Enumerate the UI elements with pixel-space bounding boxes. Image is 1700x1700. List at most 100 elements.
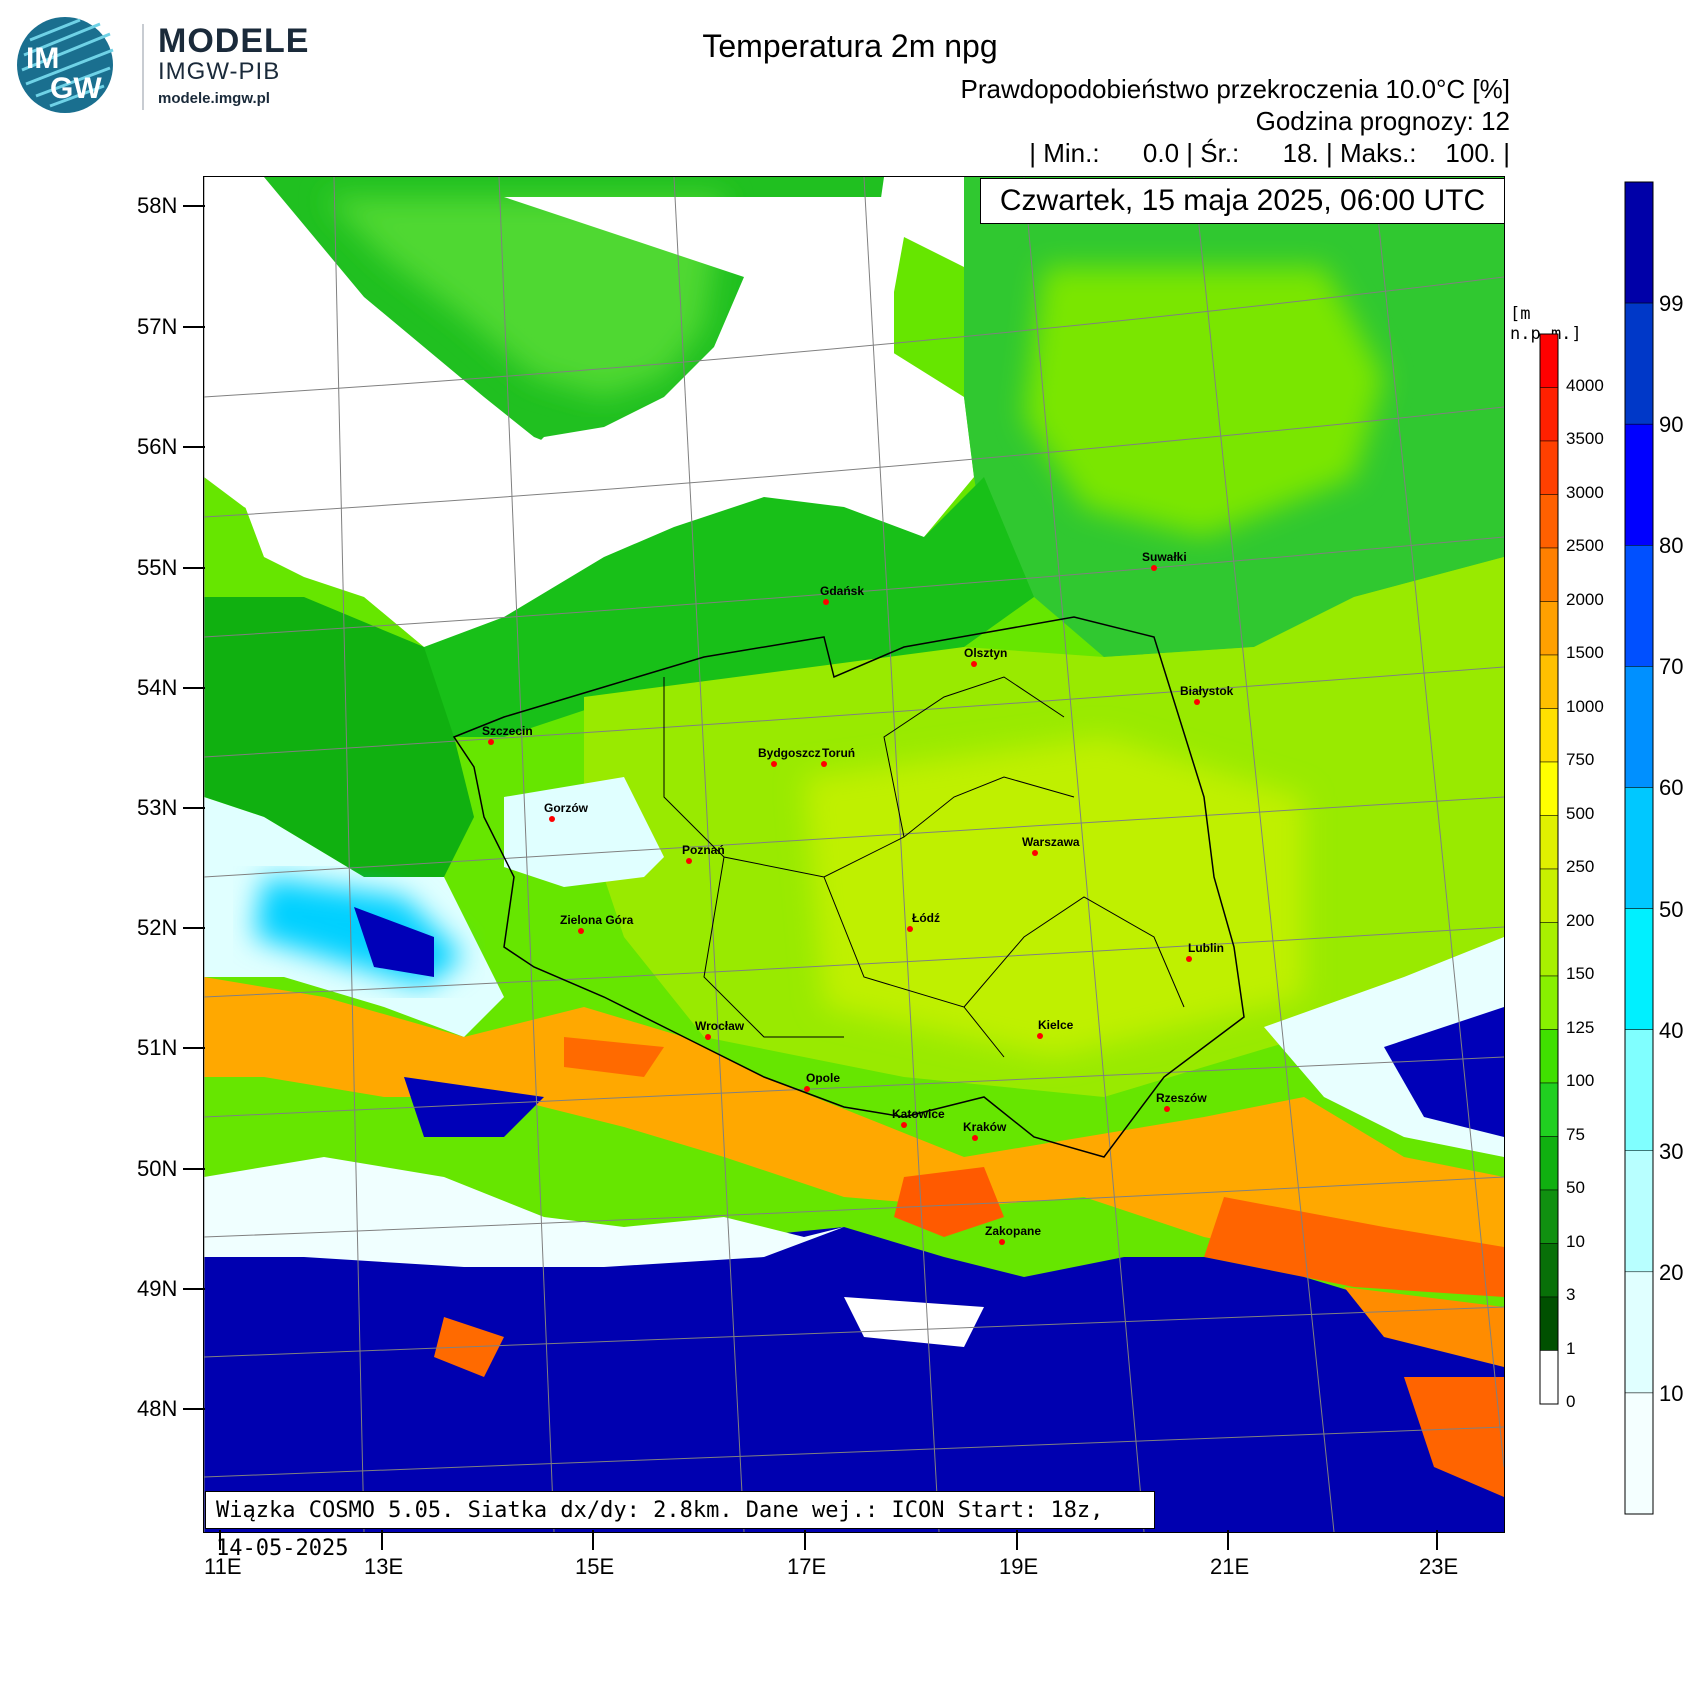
elevation-swatch bbox=[1539, 1136, 1559, 1191]
city-dot-gorzow bbox=[549, 816, 555, 822]
city-dot-gdansk bbox=[823, 599, 829, 605]
city-label-poznan: Poznań bbox=[682, 843, 725, 857]
city-label-bialystok: Białystok bbox=[1180, 684, 1234, 698]
svg-text:IM: IM bbox=[26, 42, 59, 75]
city-label-szczecin: Szczecin bbox=[482, 724, 533, 738]
city-label-lublin: Lublin bbox=[1188, 941, 1224, 955]
city-markers: Suwałki Gdańsk Olsztyn Białystok Szczeci… bbox=[482, 550, 1234, 1245]
probability-swatch bbox=[1624, 1029, 1654, 1151]
city-dot-suwalki bbox=[1151, 565, 1157, 571]
probability-label: 20 bbox=[1659, 1259, 1684, 1285]
elevation-swatch bbox=[1539, 333, 1559, 388]
elevation-label: 100 bbox=[1566, 1071, 1595, 1090]
map-title: Temperatura 2m npg bbox=[702, 28, 998, 64]
elevation-swatch bbox=[1539, 1029, 1559, 1084]
elevation-swatch bbox=[1539, 761, 1559, 816]
city-label-lodz: Łódź bbox=[912, 911, 940, 925]
elevation-swatch bbox=[1539, 868, 1559, 923]
elevation-swatch bbox=[1539, 922, 1559, 977]
city-label-gdansk: Gdańsk bbox=[820, 584, 864, 598]
elevation-label: 0 bbox=[1566, 1392, 1576, 1411]
elevation-legend: [m n.p.m.] 40003500300025002000150010007… bbox=[1500, 300, 1604, 1420]
city-dot-lublin bbox=[1186, 956, 1192, 962]
elevation-color-bar bbox=[1539, 333, 1559, 1405]
probability-swatch bbox=[1624, 787, 1654, 909]
probability-swatch bbox=[1624, 181, 1654, 304]
lat-label: 54N bbox=[137, 675, 178, 700]
elevation-label: 125 bbox=[1566, 1017, 1595, 1037]
elevation-swatch bbox=[1539, 708, 1559, 763]
elevation-swatch bbox=[1539, 654, 1559, 709]
city-dot-kielce bbox=[1037, 1033, 1043, 1039]
city-label-bydgoszcz: Bydgoszcz bbox=[758, 746, 821, 760]
probability-swatch bbox=[1624, 1150, 1654, 1273]
city-dot-opole bbox=[804, 1086, 810, 1092]
elevation-swatch bbox=[1539, 1243, 1559, 1298]
elevation-label: 1 bbox=[1566, 1338, 1576, 1358]
map-subtitle: Prawdopodobieństwo przekroczenia 10.0°C … bbox=[960, 74, 1510, 104]
elevation-swatch bbox=[1539, 815, 1559, 870]
elevation-label: 200 bbox=[1566, 910, 1595, 930]
lat-label: 57N bbox=[137, 314, 178, 339]
imgw-badge-icon: IM GW bbox=[17, 17, 114, 113]
city-label-warszawa: Warszawa bbox=[1022, 835, 1080, 849]
elevation-swatch bbox=[1539, 1189, 1559, 1244]
elevation-label: 3 bbox=[1566, 1285, 1576, 1304]
city-dot-olsztyn bbox=[971, 661, 977, 667]
city-label-gorzow: Gorzów bbox=[544, 801, 589, 815]
elevation-label: 3500 bbox=[1566, 429, 1604, 448]
city-label-krakow: Kraków bbox=[963, 1120, 1007, 1134]
city-label-torun: Toruń bbox=[822, 746, 855, 760]
elevation-bar-frame bbox=[1539, 333, 1559, 1405]
city-label-olsztyn: Olsztyn bbox=[964, 646, 1007, 660]
elevation-label: 1500 bbox=[1566, 643, 1604, 662]
elevation-swatch bbox=[1539, 1082, 1559, 1137]
probability-legend: 99 90 80 70 60 50 40 30 20 10 bbox=[1615, 180, 1700, 1520]
latitude-axis: 58N 57N 56N 55N 54N 53N 52N 51N 50N 49N … bbox=[0, 0, 205, 1520]
lat-label: 49N bbox=[137, 1276, 178, 1301]
city-dot-krakow bbox=[972, 1135, 978, 1141]
city-label-suwalki: Suwałki bbox=[1142, 550, 1187, 564]
lon-label: 11E bbox=[204, 1554, 242, 1579]
city-label-wroclaw: Wrocław bbox=[695, 1019, 745, 1033]
elevation-swatch bbox=[1539, 387, 1559, 442]
elevation-swatch bbox=[1539, 1296, 1559, 1351]
lat-label: 53N bbox=[137, 795, 178, 820]
city-label-opole: Opole bbox=[806, 1071, 840, 1085]
lat-label: 51N bbox=[137, 1035, 178, 1060]
lon-label: 19E bbox=[999, 1554, 1039, 1579]
lat-label: 48N bbox=[137, 1396, 178, 1421]
city-label-katowice: Katowice bbox=[892, 1107, 945, 1121]
probability-swatch bbox=[1624, 302, 1654, 425]
city-dot-katowice bbox=[901, 1122, 907, 1128]
elevation-label: 3000 bbox=[1566, 482, 1604, 502]
elevation-swatch bbox=[1539, 440, 1559, 495]
lon-label: 13E bbox=[364, 1554, 404, 1579]
model-source-note: Wiązka COSMO 5.05. Siatka dx/dy: 2.8km. … bbox=[205, 1491, 1155, 1561]
probability-swatch bbox=[1624, 545, 1654, 667]
forecast-date: Czwartek, 15 maja 2025, 06:00 UTC bbox=[980, 178, 1505, 224]
probability-color-bar bbox=[1624, 181, 1654, 1515]
lat-label: 58N bbox=[137, 193, 178, 218]
city-dot-zakopane bbox=[999, 1239, 1005, 1245]
imgw-logo: IM GW MODELE IMGW-PIB modele.imgw.pl bbox=[10, 10, 310, 115]
city-dot-bydgoszcz bbox=[771, 761, 777, 767]
probability-bar-frame bbox=[1624, 181, 1654, 1515]
probability-label: 60 bbox=[1659, 775, 1684, 801]
map-canvas: Suwałki Gdańsk Olsztyn Białystok Szczeci… bbox=[204, 177, 1504, 1532]
lon-label: 17E bbox=[787, 1554, 827, 1579]
probability-swatch bbox=[1624, 1271, 1654, 1394]
probability-label: 30 bbox=[1659, 1138, 1684, 1164]
elevation-label: 1000 bbox=[1566, 696, 1604, 716]
lon-label: 15E bbox=[575, 1554, 615, 1579]
forecast-map: Suwałki Gdańsk Olsztyn Białystok Szczeci… bbox=[203, 176, 1505, 1533]
elevation-swatch bbox=[1539, 494, 1559, 549]
lat-label: 52N bbox=[137, 915, 178, 940]
stats-line: | Min.: 0.0 | Śr.: 18. | Maks.: 100. | bbox=[1029, 138, 1510, 168]
lat-label: 55N bbox=[137, 555, 178, 580]
probability-label: 80 bbox=[1659, 533, 1684, 559]
lat-label: 56N bbox=[137, 434, 178, 459]
elevation-label: 75 bbox=[1566, 1124, 1585, 1144]
city-dot-zielona-gora bbox=[578, 928, 584, 934]
city-dot-wroclaw bbox=[705, 1034, 711, 1040]
